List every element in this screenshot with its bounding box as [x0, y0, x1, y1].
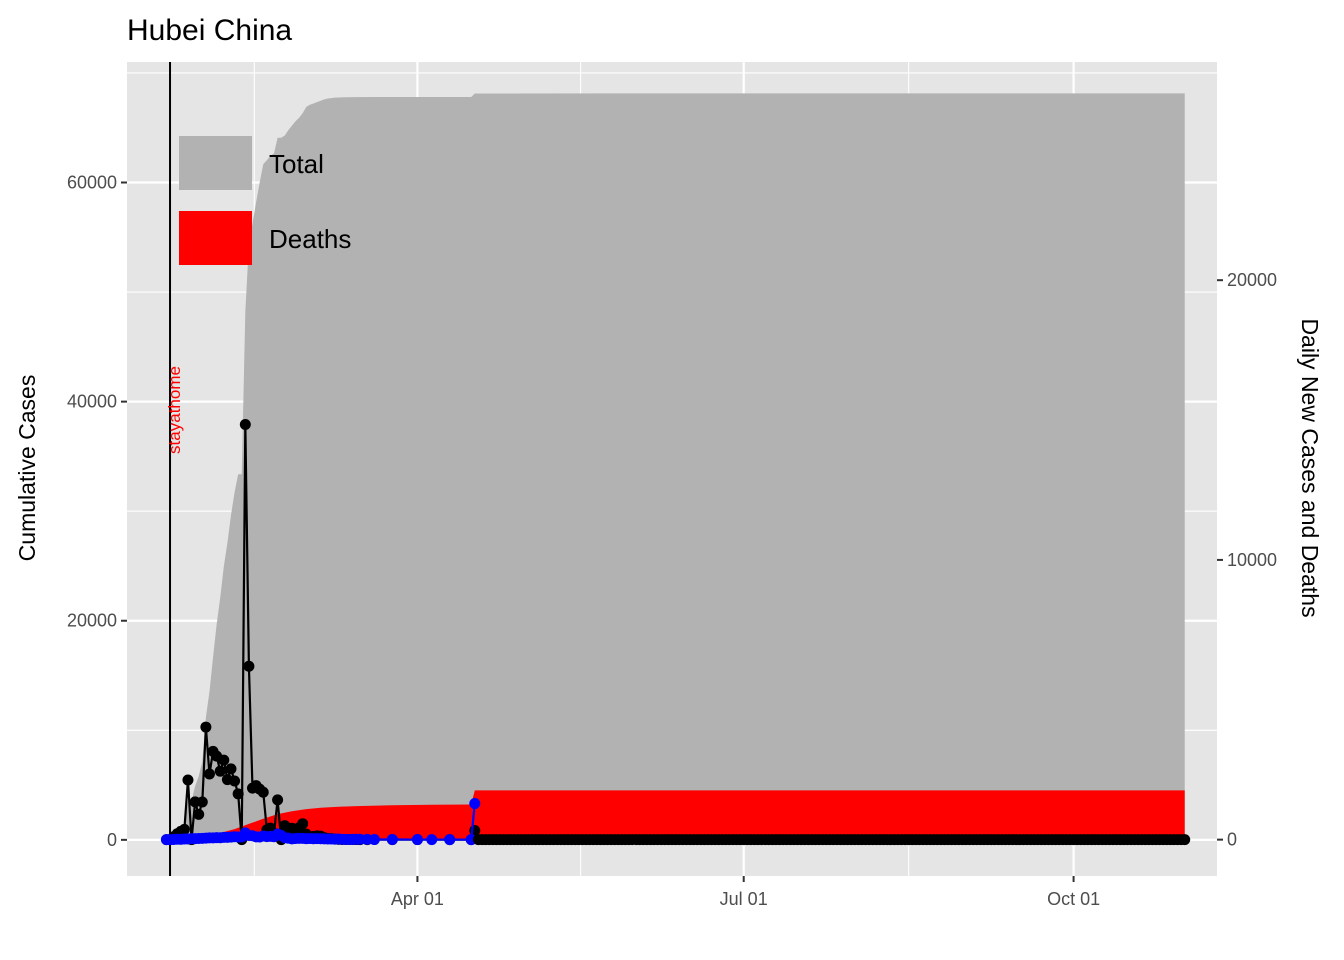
- daily-deaths-point: [411, 834, 423, 846]
- daily-cases-point: [193, 808, 205, 820]
- daily-cases-point: [243, 660, 255, 672]
- daily-cases-point: [196, 796, 208, 808]
- legend-key-deaths: [179, 211, 252, 265]
- legend-label-deaths: Deaths: [269, 224, 351, 254]
- daily-cases-point: [214, 765, 226, 777]
- y-tick-label: 20000: [67, 611, 117, 631]
- x-tick-label: Apr 01: [391, 889, 444, 909]
- y2-axis-title: Daily New Cases and Deaths: [1297, 318, 1323, 617]
- daily-cases-point: [272, 794, 284, 806]
- y2-tick-label: 20000: [1227, 270, 1277, 290]
- daily-cases-point: [203, 768, 215, 780]
- legend-key-total: [179, 136, 252, 190]
- stayathome-label: stayathome: [165, 366, 184, 454]
- daily-deaths-point: [444, 834, 456, 846]
- x-tick-label: Oct 01: [1047, 889, 1100, 909]
- daily-cases-point: [257, 786, 269, 798]
- daily-cases-point: [239, 419, 251, 431]
- y-axis-title: Cumulative Cases: [14, 375, 40, 562]
- y-tick-label: 0: [107, 830, 117, 850]
- y2-tick-label: 0: [1227, 830, 1237, 850]
- daily-cases-point: [200, 721, 212, 733]
- daily-deaths-point: [469, 798, 481, 810]
- y-tick-label: 60000: [67, 173, 117, 193]
- legend-label-total: Total: [269, 149, 324, 179]
- y-tick-label: 40000: [67, 392, 117, 412]
- daily-cases-point: [232, 788, 244, 800]
- daily-deaths-point: [426, 834, 438, 846]
- daily-cases-point: [1179, 834, 1191, 846]
- daily-cases-point: [297, 818, 309, 830]
- chart-title: Hubei China: [127, 14, 292, 47]
- x-tick-label: Jul 01: [720, 889, 768, 909]
- daily-cases-point: [178, 823, 190, 835]
- daily-cases-point: [229, 775, 241, 787]
- daily-deaths-point: [368, 834, 380, 846]
- total-cases-area: [166, 93, 1185, 840]
- y2-tick-label: 10000: [1227, 550, 1277, 570]
- daily-cases-point: [218, 754, 230, 766]
- deaths-area: [166, 790, 1185, 840]
- daily-deaths-point: [386, 833, 398, 845]
- daily-cases-point: [225, 763, 237, 775]
- daily-cases-point: [182, 774, 194, 786]
